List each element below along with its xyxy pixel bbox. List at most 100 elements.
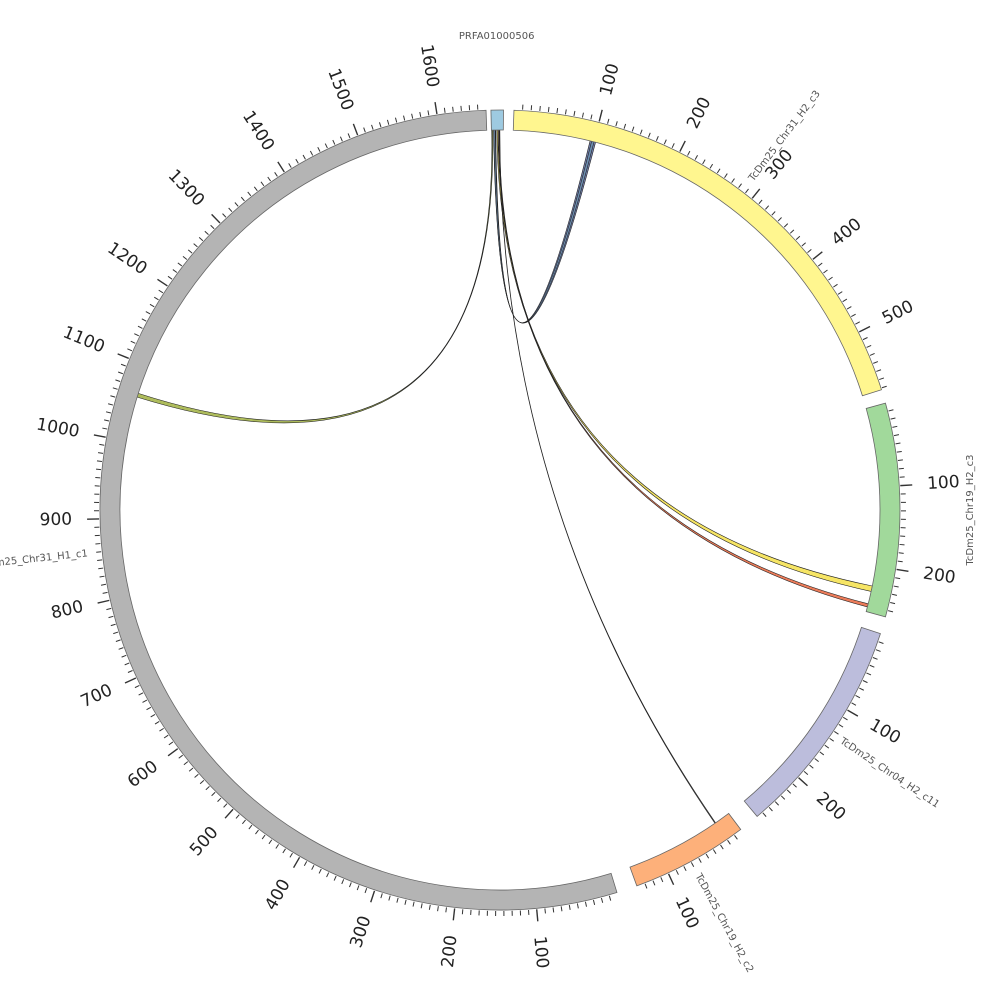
tick-label: 700 xyxy=(78,680,116,712)
minor-tick xyxy=(734,835,738,840)
minor-tick xyxy=(420,903,423,909)
minor-tick xyxy=(866,344,872,348)
minor-tick xyxy=(544,908,546,914)
tick-label: 100 xyxy=(866,715,904,749)
minor-tick xyxy=(623,123,627,129)
segment-label-tcdm25-chr19-h2-c3: TcDm25_Chr19_H2_c3 xyxy=(965,455,976,567)
minor-tick xyxy=(842,716,848,721)
major-tick xyxy=(847,709,859,717)
minor-tick xyxy=(427,110,430,116)
link-prfa-chr31_h2_c3 xyxy=(493,129,596,324)
tick-label: 1300 xyxy=(164,166,209,211)
minor-tick xyxy=(690,862,695,868)
major-tick xyxy=(167,748,179,757)
minor-tick xyxy=(113,631,119,635)
minor-tick xyxy=(862,680,868,684)
minor-tick xyxy=(896,450,902,453)
minor-tick xyxy=(842,298,848,303)
minor-tick xyxy=(576,903,579,909)
major-tick xyxy=(157,278,168,287)
minor-tick xyxy=(859,687,865,691)
minor-tick xyxy=(814,758,819,763)
minor-tick xyxy=(112,387,118,390)
segment-chr04_h2_c11 xyxy=(743,626,881,817)
major-tick xyxy=(124,677,137,684)
minor-tick xyxy=(862,337,868,341)
minor-tick xyxy=(584,901,587,907)
minor-tick xyxy=(347,133,351,139)
minor-tick xyxy=(115,379,121,382)
minor-tick xyxy=(412,901,415,907)
minor-tick xyxy=(727,839,731,845)
minor-tick xyxy=(267,176,272,182)
minor-tick xyxy=(702,159,706,165)
minor-tick xyxy=(795,235,801,240)
minor-tick xyxy=(876,369,882,372)
minor-tick xyxy=(326,872,330,878)
minor-tick xyxy=(547,106,550,112)
minor-tick xyxy=(851,313,856,318)
minor-tick xyxy=(893,585,899,588)
minor-tick xyxy=(110,395,116,398)
minor-tick xyxy=(592,899,596,905)
minor-tick xyxy=(268,839,273,845)
minor-tick xyxy=(295,158,299,164)
minor-tick xyxy=(108,403,114,406)
minor-tick xyxy=(777,217,782,222)
minor-tick xyxy=(709,163,714,169)
minor-tick xyxy=(145,311,151,315)
minor-tick xyxy=(98,567,104,570)
minor-tick xyxy=(556,108,559,114)
minor-tick xyxy=(193,243,198,248)
tick-label: 200 xyxy=(683,94,715,132)
minor-tick xyxy=(607,118,610,124)
minor-tick xyxy=(309,150,314,156)
minor-tick xyxy=(333,875,337,881)
minor-tick xyxy=(302,154,306,160)
tick-label: 1400 xyxy=(238,107,278,154)
minor-tick xyxy=(897,459,903,462)
tick-label: 100 xyxy=(596,61,623,97)
minor-tick xyxy=(371,124,374,130)
minor-tick xyxy=(261,834,266,840)
minor-tick xyxy=(394,117,398,123)
minor-tick xyxy=(154,720,160,725)
major-tick xyxy=(434,102,438,115)
tick-label: 100 xyxy=(927,472,961,494)
minor-tick xyxy=(698,858,702,863)
minor-tick xyxy=(437,906,439,912)
minor-tick xyxy=(146,706,152,711)
minor-tick xyxy=(838,724,844,728)
minor-tick xyxy=(150,713,156,718)
tick-label: 900 xyxy=(39,510,72,531)
minor-tick xyxy=(829,737,835,742)
minor-tick xyxy=(660,877,664,883)
minor-tick xyxy=(137,325,143,329)
minor-tick xyxy=(99,575,105,578)
minor-tick xyxy=(396,897,399,903)
tick-label: 600 xyxy=(124,757,162,792)
minor-tick xyxy=(671,143,675,149)
minor-tick xyxy=(765,205,770,210)
minor-tick xyxy=(452,106,454,112)
minor-tick xyxy=(241,819,246,825)
minor-tick xyxy=(138,692,144,696)
minor-tick xyxy=(115,639,121,642)
minor-tick xyxy=(341,879,345,885)
minor-tick xyxy=(158,289,164,294)
minor-tick xyxy=(124,662,130,666)
minor-tick xyxy=(568,904,571,910)
minor-tick xyxy=(183,761,189,766)
minor-tick xyxy=(282,848,286,854)
minor-tick xyxy=(581,112,584,118)
link-prfa-chr19_h2_c3 xyxy=(496,129,873,592)
minor-tick xyxy=(339,136,343,142)
tick-label: 1100 xyxy=(60,323,108,358)
minor-tick xyxy=(134,333,140,337)
major-tick xyxy=(370,890,376,903)
tick-label: 100 xyxy=(529,935,552,969)
minor-tick xyxy=(411,113,414,119)
minor-tick xyxy=(253,186,258,192)
major-tick xyxy=(896,568,909,572)
